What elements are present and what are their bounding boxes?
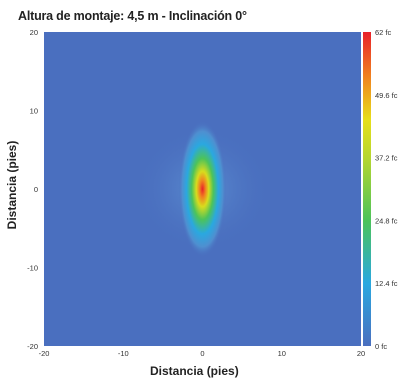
x-axis-label: Distancia (pies) — [150, 364, 239, 378]
colorbar-tick-label: 49.6 fc — [375, 91, 398, 100]
y-tick-label: 0 — [34, 185, 38, 194]
colorbar-tick-label: 24.8 fc — [375, 216, 398, 225]
chart-title: Altura de montaje: 4,5 m - Inclinación 0… — [18, 9, 247, 23]
y-tick-label: 10 — [30, 107, 38, 116]
x-tick-label: 20 — [357, 349, 365, 358]
y-tick-labels: 20 10 0 -10 -20 — [27, 28, 38, 351]
y-axis-label: Distancia (pies) — [5, 140, 19, 230]
colorbar-tick-label: 62 fc — [375, 28, 392, 37]
colorbar-tick-label: 37.2 fc — [375, 154, 398, 163]
y-tick-label: 20 — [30, 28, 38, 37]
x-tick-label: 10 — [278, 349, 286, 358]
y-tick-label: -20 — [27, 342, 38, 351]
y-tick-label: -10 — [27, 264, 38, 273]
colorbar-tick-labels: 62 fc 49.6 fc 37.2 fc 24.8 fc 12.4 fc 0 fc — [375, 28, 398, 351]
x-tick-labels: -20 -10 0 10 20 — [39, 349, 366, 358]
colorbar-tick-label: 12.4 fc — [375, 279, 398, 288]
colorbar-tick-label: 0 fc — [375, 342, 387, 351]
x-tick-label: -10 — [118, 349, 129, 358]
colorbar — [363, 32, 371, 346]
x-tick-label: -20 — [39, 349, 50, 358]
light-spot — [178, 121, 227, 257]
x-tick-label: 0 — [200, 349, 204, 358]
